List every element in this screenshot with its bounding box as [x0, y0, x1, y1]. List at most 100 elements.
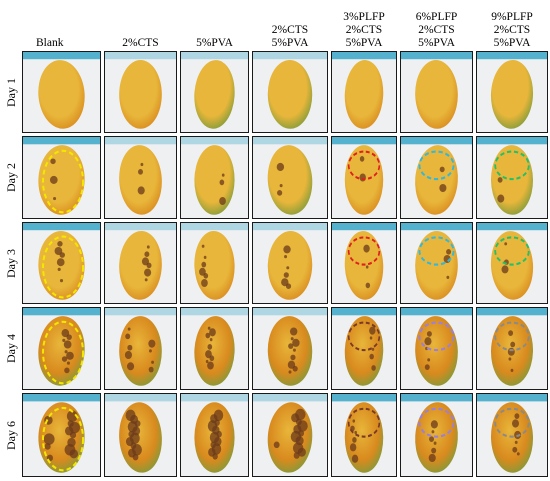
crate-edge: [253, 394, 327, 402]
row-label-text: Day 4: [3, 334, 18, 363]
decay-spot: [219, 196, 226, 206]
mango-photo-svg: [477, 52, 547, 132]
mango-photo-svg: [477, 223, 547, 303]
decay-spot: [69, 449, 79, 459]
mango-fruit: [194, 316, 235, 386]
photo-day2-col6: [400, 136, 473, 219]
decay-spot: [298, 430, 305, 437]
photo-day2-col1: [22, 136, 101, 219]
crate-edge: [105, 137, 176, 145]
mango-fruit: [38, 145, 85, 215]
annotation-circle: [494, 150, 530, 181]
mango-photo-svg: [253, 137, 327, 218]
crate-edge: [105, 394, 176, 402]
decay-spot: [277, 190, 283, 196]
decay-spot: [131, 444, 142, 456]
mango-fruit: [267, 231, 313, 300]
photo-day5-col6: [400, 393, 473, 477]
mango-fruit: [490, 60, 534, 129]
photo-day2-col7: [476, 136, 548, 219]
decay-spot: [290, 327, 298, 336]
crate-edge: [181, 52, 248, 60]
annotation-circle: [42, 235, 85, 299]
photo-day4-col4: [252, 307, 328, 390]
decay-spot: [497, 177, 503, 183]
photo-day3-col7: [476, 222, 548, 304]
decay-spot: [201, 261, 207, 268]
decay-spot: [66, 334, 72, 340]
decay-spot: [349, 443, 357, 452]
mango-fruit: [194, 60, 235, 129]
decay-spot: [359, 156, 365, 162]
photo-day4-col7: [476, 307, 548, 390]
column-header-3: 2%CTS 5%PVA: [252, 0, 328, 50]
decay-spot: [429, 436, 435, 442]
decay-spot: [148, 366, 154, 373]
crate-edge: [181, 308, 248, 316]
mango-fruit: [38, 60, 85, 129]
decay-spot: [221, 173, 225, 177]
decay-spot: [501, 265, 509, 274]
annotation-circle: [418, 236, 455, 266]
decay-spot: [219, 179, 225, 186]
crate-edge: [401, 137, 472, 145]
mango-photo-svg: [23, 308, 100, 389]
photo-day1-col1: [22, 51, 101, 133]
annotation-circle: [494, 321, 530, 352]
mango-photo-svg: [105, 308, 176, 389]
crate-edge: [332, 223, 396, 231]
decay-spot: [514, 413, 520, 420]
decay-spot: [66, 351, 74, 360]
row-label-3: Day 4: [0, 307, 22, 390]
column-header-label: 3%PLFP 2%CTS 5%PVA: [343, 11, 385, 49]
decay-spot: [53, 196, 57, 201]
photo-day1-col4: [252, 51, 328, 133]
crate-edge: [105, 223, 176, 231]
photo-day4-col2: [104, 307, 177, 390]
column-header-label: Blank: [36, 37, 64, 49]
decay-spot: [284, 255, 288, 259]
decay-spot: [205, 350, 212, 359]
decay-spot: [59, 279, 64, 283]
mango-photo-svg: [401, 137, 472, 218]
photo-day5-col7: [476, 393, 548, 477]
decay-spot: [497, 194, 505, 203]
decay-spot: [504, 242, 508, 246]
photo-day3-col2: [104, 222, 177, 304]
decay-spot: [297, 447, 306, 457]
photo-day5-col1: [22, 393, 101, 477]
decay-spot: [138, 168, 143, 175]
decay-spot: [207, 326, 211, 330]
crate-edge: [332, 394, 396, 402]
photo-day5-col3: [180, 393, 249, 477]
column-header-2: 5%PVA: [180, 0, 249, 50]
decay-spot: [279, 183, 283, 188]
photo-day2-col5: [331, 136, 397, 219]
crate-edge: [23, 308, 100, 316]
annotation-circle: [418, 321, 455, 352]
decay-spot: [67, 437, 76, 447]
decay-spot: [439, 166, 445, 173]
crate-edge: [253, 223, 327, 231]
row-label-text: Day 3: [3, 248, 18, 278]
decay-spot: [286, 266, 290, 270]
crate-edge: [477, 137, 547, 145]
decay-spot: [427, 358, 431, 362]
decay-spot: [199, 267, 206, 276]
mango-fruit: [267, 316, 313, 386]
decay-spot: [134, 420, 141, 427]
photo-day4-col6: [400, 307, 473, 390]
photo-day1-col6: [400, 51, 473, 133]
annotation-circle: [42, 149, 85, 214]
decay-spot: [205, 359, 209, 364]
mango-fruit: [119, 60, 162, 129]
decay-spot: [61, 329, 70, 338]
decay-spot: [43, 433, 55, 445]
mango-photo-svg: [332, 394, 396, 476]
decay-spot: [127, 344, 133, 351]
annotation-circle: [42, 320, 85, 385]
decay-spot: [205, 332, 211, 339]
decay-spot: [214, 419, 220, 426]
mango-photo-svg: [105, 223, 176, 303]
